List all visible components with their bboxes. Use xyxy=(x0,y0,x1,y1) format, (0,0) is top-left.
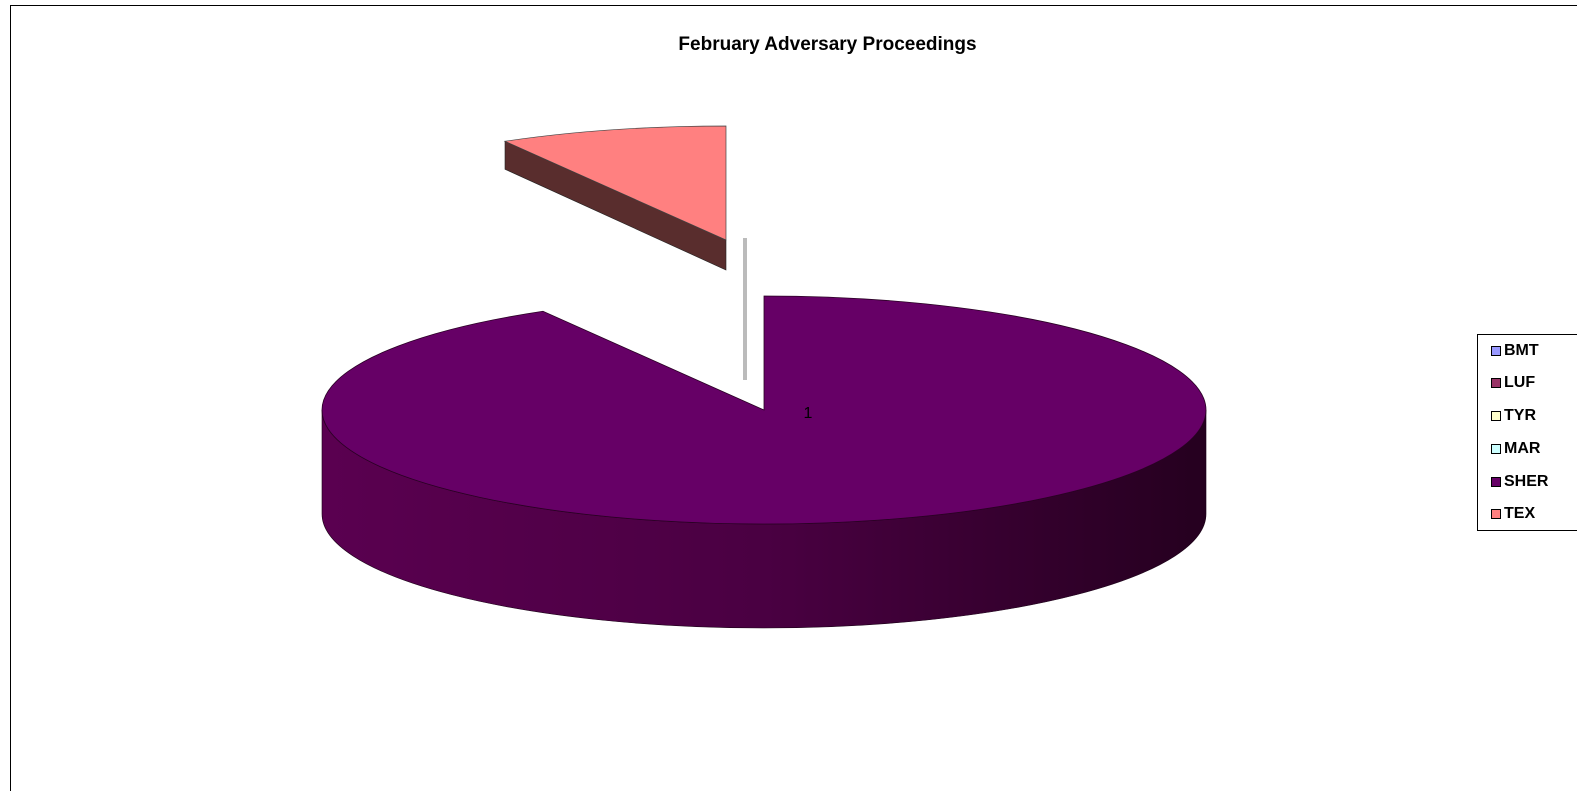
legend-item-sher: SHER xyxy=(1491,472,1548,492)
legend-item-bmt: BMT xyxy=(1491,341,1539,361)
legend-item-mar: MAR xyxy=(1491,439,1540,459)
legend-label-bmt: BMT xyxy=(1504,342,1539,359)
legend-swatch-mar xyxy=(1491,444,1501,454)
legend-swatch-bmt xyxy=(1491,346,1501,356)
legend-swatch-tyr xyxy=(1491,411,1501,421)
legend-item-tyr: TYR xyxy=(1491,406,1536,426)
legend-label-sher: SHER xyxy=(1504,473,1549,490)
legend-label-mar: MAR xyxy=(1504,440,1541,457)
chart-area xyxy=(10,5,1577,791)
legend: BMT LUF TYR MAR SHER TEX xyxy=(1477,334,1577,531)
legend-item-tex: TEX xyxy=(1491,504,1535,524)
legend-swatch-luf xyxy=(1491,378,1501,388)
legend-label-tyr: TYR xyxy=(1504,407,1536,424)
legend-label-tex: TEX xyxy=(1504,505,1536,522)
slice-sher xyxy=(321,295,1207,525)
slice-tex xyxy=(503,125,727,241)
legend-label-luf: LUF xyxy=(1504,374,1536,391)
legend-item-luf: LUF xyxy=(1491,373,1535,393)
data-label-tex: 1 xyxy=(804,405,813,422)
legend-swatch-sher xyxy=(1491,477,1501,487)
chart-title: February Adversary Proceedings xyxy=(678,34,977,55)
legend-swatch-tex xyxy=(1491,509,1501,519)
